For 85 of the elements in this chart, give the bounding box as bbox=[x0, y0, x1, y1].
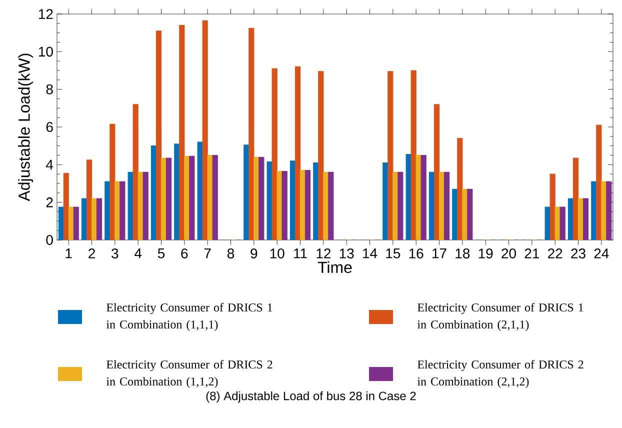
bar bbox=[142, 172, 148, 240]
bar bbox=[294, 66, 301, 240]
y-tick-label: 6 bbox=[46, 122, 53, 132]
bar bbox=[156, 30, 162, 240]
bar bbox=[572, 158, 579, 240]
bar bbox=[160, 158, 167, 240]
x-tick-label: 14 bbox=[363, 248, 378, 258]
x-tick-label: 12 bbox=[316, 248, 331, 258]
bar bbox=[568, 198, 574, 240]
x-tick-label: 24 bbox=[594, 248, 609, 258]
bar bbox=[91, 198, 98, 240]
bar bbox=[81, 198, 88, 240]
y-tick-label: 4 bbox=[46, 160, 54, 170]
legend-label: Electricity Consumer of DRICS 2 in Combination (2,1,2) bbox=[417, 360, 584, 388]
bar bbox=[554, 206, 560, 240]
bar bbox=[272, 68, 278, 240]
x-tick-label: 7 bbox=[204, 248, 211, 258]
x-tick-label: 18 bbox=[456, 248, 470, 258]
bar bbox=[467, 188, 473, 240]
bar bbox=[110, 124, 116, 240]
bar bbox=[68, 206, 74, 240]
bar bbox=[544, 206, 550, 240]
bar bbox=[444, 172, 450, 240]
x-tick-label: 10 bbox=[270, 248, 284, 258]
y-tick-label: 12 bbox=[38, 9, 53, 19]
x-axis-title: Time bbox=[318, 261, 352, 274]
legend-label: Electricity Consumer of DRICS 1 in Combination (1,1,1) bbox=[106, 302, 272, 331]
bar bbox=[606, 181, 612, 240]
bar bbox=[398, 172, 404, 240]
bar bbox=[560, 206, 566, 240]
x-tick-label: 3 bbox=[112, 248, 118, 258]
x-tick-label: 22 bbox=[548, 248, 562, 258]
bar bbox=[132, 104, 138, 240]
legend-label: Electricity Consumer of DRICS 1 in Combination (2,1,1) bbox=[417, 302, 584, 331]
bar bbox=[434, 104, 440, 240]
y-tick-label: 0 bbox=[46, 235, 53, 245]
bar bbox=[578, 198, 584, 240]
bar bbox=[73, 206, 79, 240]
bar bbox=[63, 172, 69, 240]
bar bbox=[189, 156, 195, 240]
x-tick-label: 1 bbox=[66, 248, 72, 258]
y-tick-label: 8 bbox=[46, 84, 53, 94]
bar bbox=[179, 24, 185, 240]
y-axis-title: Adjustable Load(kW) bbox=[18, 54, 34, 202]
bar bbox=[457, 138, 463, 240]
bar bbox=[58, 206, 64, 240]
bar bbox=[174, 144, 180, 240]
bar bbox=[120, 181, 126, 240]
x-tick-label: 16 bbox=[409, 248, 424, 258]
x-tick-label: 20 bbox=[502, 248, 516, 258]
bar bbox=[388, 71, 394, 240]
bar bbox=[304, 170, 311, 240]
y-tick-label: 2 bbox=[46, 197, 53, 208]
bar bbox=[258, 156, 264, 240]
bar bbox=[282, 170, 288, 240]
x-tick-label: 5 bbox=[158, 248, 165, 258]
x-tick-label: 9 bbox=[250, 248, 258, 258]
x-tick-label: 4 bbox=[134, 248, 142, 258]
y-tick-label: 10 bbox=[38, 46, 53, 57]
x-tick-label: 17 bbox=[432, 248, 446, 258]
bar bbox=[318, 71, 324, 240]
x-tick-label: 6 bbox=[181, 248, 188, 258]
x-tick-label: 8 bbox=[227, 248, 234, 258]
bar bbox=[197, 142, 203, 240]
bar bbox=[328, 172, 334, 240]
bar bbox=[420, 154, 426, 240]
bar bbox=[166, 158, 172, 240]
x-tick-label: 21 bbox=[524, 248, 540, 258]
bar bbox=[248, 28, 254, 240]
text: (8) Adjustable Load of bus 28 in Case 2 bbox=[206, 391, 416, 403]
bar bbox=[96, 198, 102, 240]
bar bbox=[86, 160, 92, 240]
bar bbox=[550, 174, 556, 240]
x-tick-label: 13 bbox=[340, 248, 354, 258]
x-tick-label: 15 bbox=[386, 248, 400, 258]
x-tick-label: 2 bbox=[88, 248, 95, 258]
bar bbox=[596, 124, 602, 240]
x-tick-label: 11 bbox=[294, 248, 307, 258]
bar bbox=[212, 154, 218, 240]
bar bbox=[410, 70, 416, 240]
bar bbox=[202, 20, 208, 240]
x-tick-label: 23 bbox=[571, 248, 586, 258]
bar bbox=[582, 198, 589, 240]
legend-label: Electricity Consumer of DRICS 2 in Combination (1,1,2) bbox=[106, 360, 272, 388]
x-tick-label: 19 bbox=[478, 248, 493, 258]
